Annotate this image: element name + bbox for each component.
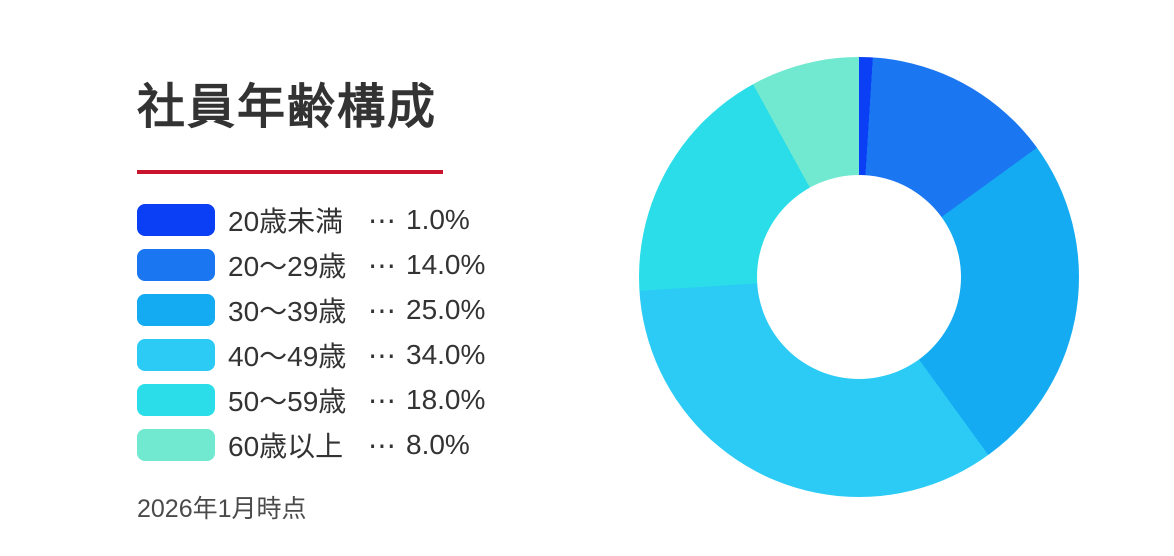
legend-item: 50〜59歳 ⋯ 18.0% xyxy=(137,384,486,417)
as-of-date-note: 2026年1月時点 xyxy=(137,495,307,523)
legend-value: 34.0% xyxy=(406,339,486,370)
legend-value: 14.0% xyxy=(406,249,486,280)
legend-label: 20歳未満 xyxy=(228,206,344,237)
legend-label: 30〜39歳 xyxy=(228,296,347,327)
legend-label: 60歳以上 xyxy=(228,431,344,462)
page-title: 社員年齢構成 xyxy=(137,81,438,134)
legend-swatch xyxy=(137,204,215,236)
legend-swatch xyxy=(137,339,215,371)
legend-separator: ⋯ xyxy=(368,339,397,371)
legend-swatch xyxy=(137,429,215,461)
legend-item: 60歳以上 ⋯ 8.0% xyxy=(137,429,485,462)
legend-value: 1.0% xyxy=(406,204,470,235)
legend-label: 40〜49歳 xyxy=(228,341,347,372)
legend-item: 20歳未満 ⋯ 1.0% xyxy=(137,204,485,237)
legend-separator: ⋯ xyxy=(368,384,397,416)
legend-value: 8.0% xyxy=(406,429,470,460)
legend-separator: ⋯ xyxy=(368,249,397,281)
legend-swatch xyxy=(137,384,215,416)
legend-item: 20〜29歳 ⋯ 14.0% xyxy=(137,249,486,282)
legend-separator: ⋯ xyxy=(368,204,397,236)
legend-swatch xyxy=(137,294,215,326)
legend-label: 20〜29歳 xyxy=(228,251,347,282)
legend-item: 30〜39歳 ⋯ 25.0% xyxy=(137,294,486,327)
legend-label: 50〜59歳 xyxy=(228,386,347,417)
legend-separator: ⋯ xyxy=(368,294,397,326)
title-underline-accent xyxy=(137,170,443,174)
legend-value: 25.0% xyxy=(406,294,486,325)
legend-item: 40〜49歳 ⋯ 34.0% xyxy=(137,339,486,372)
legend: 20歳未満 ⋯ 1.0% 20〜29歳 ⋯ 14.0% 30〜39歳 ⋯ 25.… xyxy=(137,204,485,474)
legend-swatch xyxy=(137,249,215,281)
legend-separator: ⋯ xyxy=(368,429,397,461)
donut-hole xyxy=(757,175,961,379)
legend-value: 18.0% xyxy=(406,384,486,415)
donut-chart xyxy=(639,57,1079,497)
